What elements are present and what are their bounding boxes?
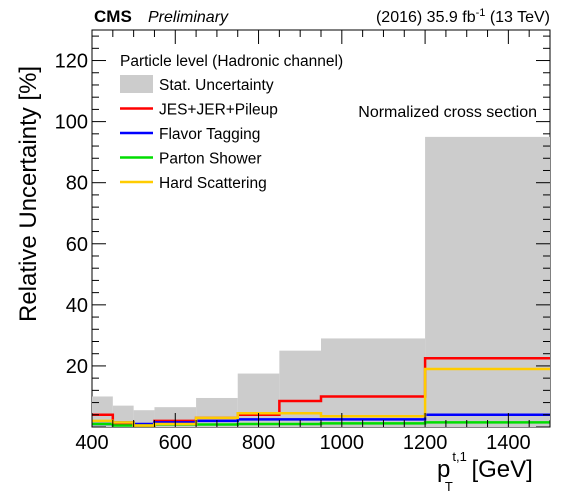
y-tick-label: 120 bbox=[55, 51, 88, 73]
x-tick-label: 400 bbox=[75, 432, 108, 454]
stat-band-bin bbox=[92, 396, 113, 427]
stat-band-bin bbox=[279, 350, 321, 427]
legend-header: Particle level (Hadronic channel) bbox=[120, 53, 343, 70]
y-tick-label: 100 bbox=[55, 112, 88, 134]
y-axis-label: Relative Uncertainty [%] bbox=[15, 66, 42, 322]
legend-label: Flavor Tagging bbox=[159, 126, 260, 143]
annotation-normalized: Normalized cross section bbox=[358, 104, 537, 121]
legend-label: JES+JER+Pileup bbox=[159, 102, 278, 119]
x-label-sub: T bbox=[445, 479, 453, 492]
y-tick-label: 20 bbox=[66, 356, 88, 378]
cms-label: CMS bbox=[94, 7, 132, 26]
x-tick-label: 1400 bbox=[486, 432, 531, 454]
axis-ticks: 20 40 60 80 100 120 400 600 800 1000 1200 1400 bbox=[55, 30, 551, 454]
legend-label: Hard Scattering bbox=[159, 175, 267, 192]
legend-label: Stat. Uncertainty bbox=[159, 77, 274, 94]
y-tick-label: 60 bbox=[66, 234, 88, 256]
lumi-tail: (13 TeV) bbox=[485, 9, 550, 26]
x-tick-label: 1000 bbox=[320, 432, 365, 454]
legend-items: Stat. Uncertainty JES+JER+Pileup Flavor Ta… bbox=[120, 75, 278, 192]
legend: Particle level (Hadronic channel) Stat. … bbox=[120, 53, 343, 192]
lumi-main: (2016) 35.9 fb bbox=[376, 9, 476, 26]
x-label-unit: [GeV] bbox=[465, 456, 533, 483]
y-tick-label: 40 bbox=[66, 295, 88, 317]
lumi-label: (2016) 35.9 fb-1 (13 TeV) bbox=[376, 7, 550, 26]
x-axis-label: p t,1 T [GeV] bbox=[437, 449, 533, 492]
x-label-sup: t,1 bbox=[452, 449, 466, 464]
x-label-main: p bbox=[437, 456, 450, 483]
stat-band-bin bbox=[425, 136, 550, 427]
x-tick-label: 1200 bbox=[403, 432, 448, 454]
legend-swatch-box bbox=[120, 75, 153, 93]
stat-uncertainty-band bbox=[92, 136, 550, 427]
preliminary-label: Preliminary bbox=[148, 9, 229, 26]
legend-label: Parton Shower bbox=[159, 151, 262, 168]
lumi-sup: -1 bbox=[476, 7, 486, 19]
series-line-hard-scattering bbox=[92, 367, 550, 427]
x-tick-label: 600 bbox=[159, 432, 192, 454]
stat-band-bin bbox=[321, 338, 426, 427]
x-tick-label: 800 bbox=[242, 432, 275, 454]
y-tick-label: 80 bbox=[66, 173, 88, 195]
